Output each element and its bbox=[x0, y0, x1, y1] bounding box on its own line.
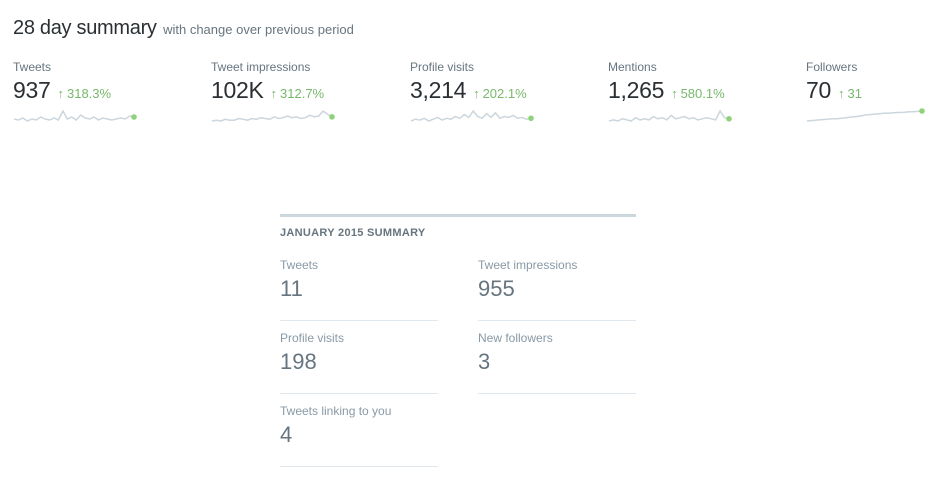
stat-value: 955 bbox=[478, 276, 515, 301]
metric-label: Profile visits bbox=[410, 60, 475, 74]
metric-change: ↑ 312.7% bbox=[271, 86, 325, 101]
stat-value: 11 bbox=[280, 276, 303, 301]
sparkline-mentions bbox=[608, 109, 732, 122]
sparkline-endpoint bbox=[528, 115, 534, 122]
metric-change: ↑ 31 bbox=[838, 86, 862, 101]
sparkline-path bbox=[13, 109, 135, 122]
metric-label: Tweet impressions bbox=[211, 60, 311, 74]
stat-tweets: Tweets 11 bbox=[280, 258, 438, 321]
metric-label: Tweets bbox=[13, 60, 52, 74]
metric-change-value: 202.1% bbox=[482, 86, 527, 101]
metric-value: 1,265 bbox=[608, 77, 665, 103]
sparkline-followers bbox=[806, 108, 925, 122]
sparkline-endpoint bbox=[726, 115, 732, 122]
metric-followers: Followers 70 ↑ 31 bbox=[806, 60, 931, 123]
metric-change: ↑ 318.3% bbox=[57, 86, 111, 101]
sparkline-path bbox=[410, 109, 532, 122]
sparkline-path bbox=[211, 109, 333, 122]
sparkline-tweets bbox=[13, 109, 137, 122]
stat-tweets-linking: Tweets linking to you 4 bbox=[280, 404, 438, 467]
arrow-up-icon: ↑ bbox=[473, 86, 480, 101]
stat-label: Tweets linking to you bbox=[280, 404, 392, 418]
metric-change-value: 318.3% bbox=[66, 86, 112, 101]
sparkline-endpoint bbox=[131, 114, 137, 120]
stat-tweet-impressions: Tweet impressions 955 bbox=[478, 258, 636, 321]
stat-profile-visits: Profile visits 198 bbox=[280, 331, 438, 394]
metric-tweet-impressions: Tweet impressions 102K ↑ 312.7% bbox=[211, 60, 361, 123]
sparkline-endpoint bbox=[329, 114, 335, 120]
metric-value: 102K bbox=[211, 77, 264, 103]
stat-new-followers: New followers 3 bbox=[478, 331, 636, 394]
summary-title: 28 day summary bbox=[13, 17, 157, 39]
metric-label: Followers bbox=[806, 60, 858, 74]
january-summary-title: JANUARY 2015 SUMMARY bbox=[280, 227, 426, 239]
arrow-up-icon: ↑ bbox=[837, 86, 845, 101]
metric-mentions: Mentions 1,265 ↑ 580.1% bbox=[608, 60, 758, 123]
metric-change-value: 31 bbox=[847, 86, 862, 101]
metric-tweets: Tweets 937 ↑ 318.3% bbox=[13, 60, 163, 123]
arrow-up-icon: ↑ bbox=[57, 86, 64, 101]
metric-change: ↑ 202.1% bbox=[473, 86, 527, 101]
metric-profile-visits: Profile visits 3,214 ↑ 202.1% bbox=[410, 60, 560, 123]
metric-label: Mentions bbox=[608, 60, 657, 74]
stat-label: New followers bbox=[478, 331, 553, 345]
january-summary-divider bbox=[280, 214, 636, 217]
metric-change-value: 312.7% bbox=[280, 86, 325, 101]
metric-change: ↑ 580.1% bbox=[671, 86, 725, 101]
sparkline-path bbox=[608, 109, 730, 122]
stat-label: Tweet impressions bbox=[478, 258, 578, 272]
stat-value: 198 bbox=[280, 349, 317, 374]
sparkline-profile-visits bbox=[410, 109, 534, 122]
summary-subtitle: with change over previous period bbox=[163, 22, 354, 37]
metric-value: 937 bbox=[13, 77, 51, 103]
metric-value: 3,214 bbox=[410, 77, 467, 103]
summary-header: 28 day summary with change over previous… bbox=[13, 17, 354, 40]
sparkline-endpoint bbox=[919, 108, 925, 114]
arrow-up-icon: ↑ bbox=[671, 86, 678, 101]
stat-label: Profile visits bbox=[280, 331, 345, 345]
stat-value: 3 bbox=[478, 349, 491, 374]
january-summary: JANUARY 2015 SUMMARY Tweets 11 Tweet imp… bbox=[280, 214, 636, 467]
sparkline-path bbox=[806, 110, 923, 122]
sparkline-tweet-impressions bbox=[211, 109, 335, 122]
metric-change-value: 580.1% bbox=[680, 86, 725, 101]
arrow-up-icon: ↑ bbox=[270, 86, 278, 101]
stat-value: 4 bbox=[280, 422, 293, 447]
metric-value: 70 bbox=[806, 77, 831, 103]
stat-label: Tweets bbox=[280, 258, 319, 272]
